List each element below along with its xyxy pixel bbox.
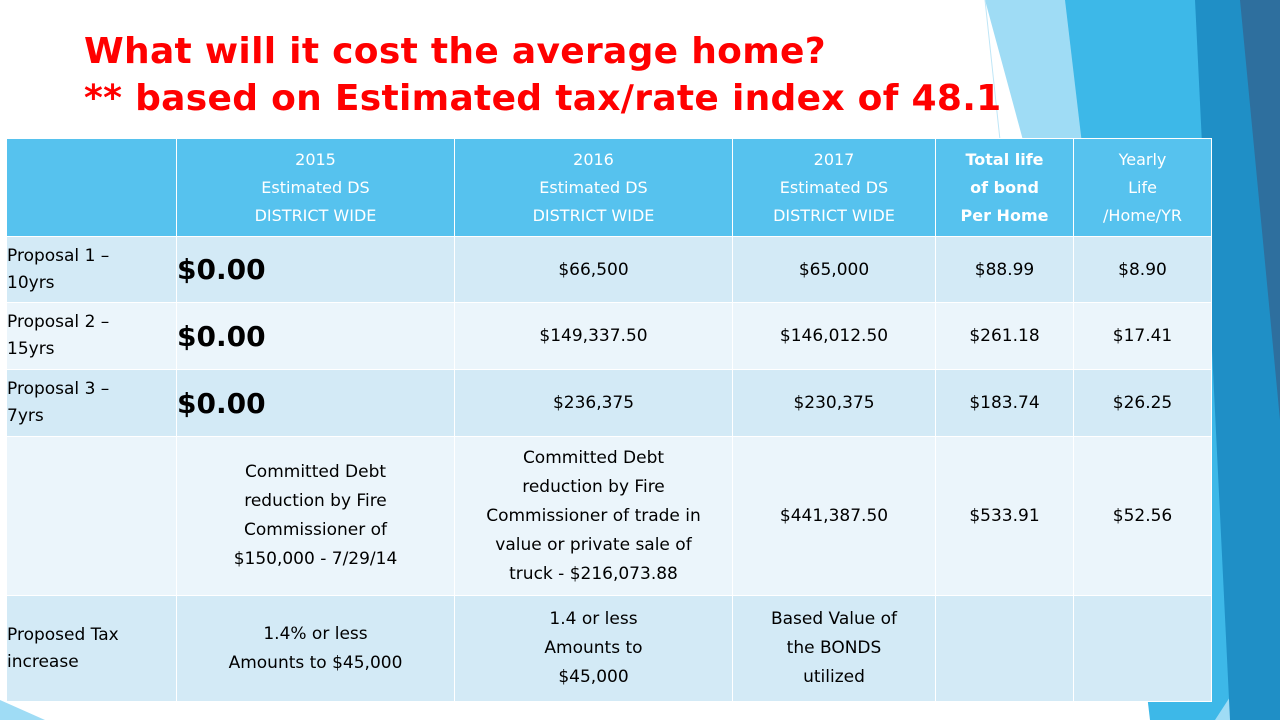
row-label: Proposal 2 – 15yrs — [6, 302, 177, 370]
table-header-row: 2015 Estimated DS DISTRICT WIDE 2016 Est… — [6, 138, 1212, 237]
cell-2017: $65,000 — [732, 236, 936, 303]
deco-line — [984, 0, 1001, 141]
deco-shape-navy — [1240, 0, 1280, 420]
cell-yearly: $17.41 — [1073, 302, 1212, 370]
cell-total-life: $261.18 — [935, 302, 1074, 370]
cell-2017: $146,012.50 — [732, 302, 936, 370]
table-row: Proposal 1 – 10yrs $0.00 $66,500 $65,000… — [6, 236, 1212, 303]
cell-2016: $236,375 — [454, 369, 733, 437]
cell-2015: $0.00 — [176, 302, 455, 370]
title-line-1: What will it cost the average home? — [84, 31, 826, 72]
table-row: Proposal 2 – 15yrs $0.00 $149,337.50 $14… — [6, 302, 1212, 370]
cell-2017: Based Value of the BONDS utilized — [732, 595, 936, 702]
row-label: Proposed Tax increase — [6, 595, 177, 702]
cell-total-life — [935, 595, 1074, 702]
cell-2016: 1.4 or less Amounts to $45,000 — [454, 595, 733, 702]
cell-2015: Committed Debt reduction by Fire Commiss… — [176, 436, 455, 596]
row-label: Proposal 1 – 10yrs — [6, 236, 177, 303]
row-label — [6, 436, 177, 596]
cell-2016: $149,337.50 — [454, 302, 733, 370]
header-2016: 2016 Estimated DS DISTRICT WIDE — [454, 138, 733, 237]
cell-2015: 1.4% or less Amounts to $45,000 — [176, 595, 455, 702]
cell-2017: $441,387.50 — [732, 436, 936, 596]
cell-2017: $230,375 — [732, 369, 936, 437]
cell-2016: $66,500 — [454, 236, 733, 303]
table-row: Proposal 3 – 7yrs $0.00 $236,375 $230,37… — [6, 369, 1212, 437]
header-2017: 2017 Estimated DS DISTRICT WIDE — [732, 138, 936, 237]
header-yearly-life: Yearly Life /Home/YR — [1073, 138, 1212, 237]
cell-yearly: $26.25 — [1073, 369, 1212, 437]
deco-shape-bottom-left — [0, 700, 45, 720]
header-empty — [6, 138, 177, 237]
cell-total-life: $533.91 — [935, 436, 1074, 596]
header-2015: 2015 Estimated DS DISTRICT WIDE — [176, 138, 455, 237]
committed-debt-row: Committed Debt reduction by Fire Commiss… — [6, 436, 1212, 596]
cell-total-life: $88.99 — [935, 236, 1074, 303]
cell-2015: $0.00 — [176, 369, 455, 437]
cell-2015: $0.00 — [176, 236, 455, 303]
cell-yearly — [1073, 595, 1212, 702]
cost-table: 2015 Estimated DS DISTRICT WIDE 2016 Est… — [6, 138, 1212, 702]
header-total-life: Total life of bond Per Home — [935, 138, 1074, 237]
cell-yearly: $8.90 — [1073, 236, 1212, 303]
slide-title: What will it cost the average home? ** b… — [84, 28, 1084, 122]
title-line-2: ** based on Estimated tax/rate index of … — [84, 78, 1002, 119]
tax-increase-row: Proposed Tax increase 1.4% or less Amoun… — [6, 595, 1212, 702]
cell-yearly: $52.56 — [1073, 436, 1212, 596]
cell-2016: Committed Debt reduction by Fire Commiss… — [454, 436, 733, 596]
cell-total-life: $183.74 — [935, 369, 1074, 437]
row-label: Proposal 3 – 7yrs — [6, 369, 177, 437]
